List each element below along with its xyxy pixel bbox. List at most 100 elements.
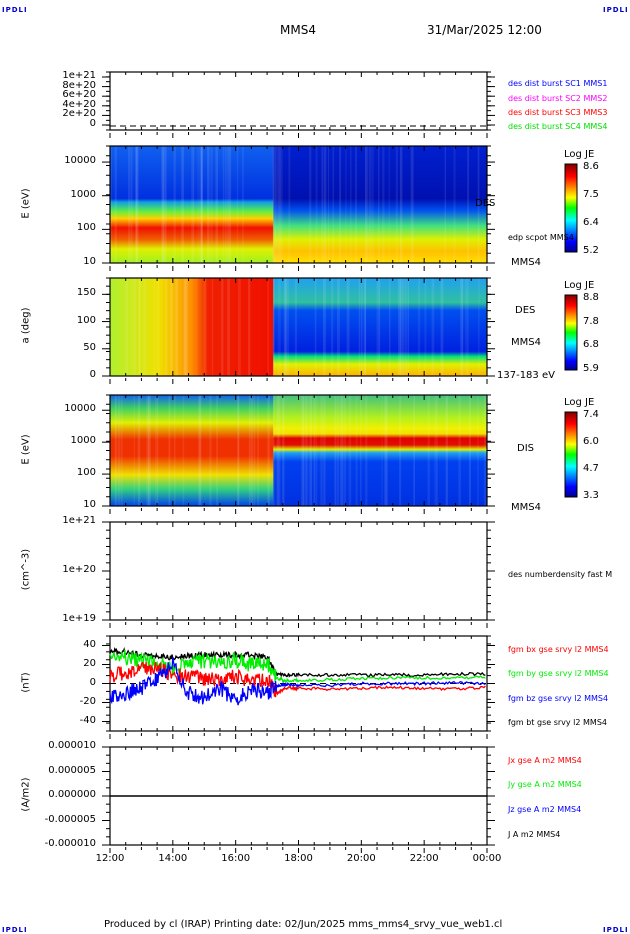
spectrogram-texture <box>316 146 318 263</box>
spectrogram-texture <box>204 278 207 376</box>
spectrogram-texture <box>378 146 379 263</box>
spectrogram-texture <box>156 395 158 506</box>
y-tick-label: 50 <box>26 342 96 353</box>
spectrogram-texture <box>278 278 281 376</box>
spectrogram-texture <box>136 146 138 263</box>
spectrogram-texture <box>227 278 230 376</box>
spectrogram-texture <box>161 146 164 263</box>
spectrogram-texture <box>198 146 199 263</box>
legend-entry: fgm bt gse srvy l2 MMS4 <box>508 718 607 727</box>
spectrogram-texture <box>225 146 227 263</box>
legend-entry: Jx gse A m2 MMS4 <box>508 756 582 765</box>
spectrogram-texture <box>174 146 176 263</box>
spectrogram-texture <box>441 278 444 376</box>
spectrogram-texture <box>215 146 218 263</box>
spectrogram-texture <box>165 278 167 376</box>
y-tick-label: 0.000000 <box>26 789 96 800</box>
spectrogram-texture <box>365 146 367 263</box>
y-axis-label: a (deg) <box>21 286 32 366</box>
legend-entry: fgm by gse srvy l2 MMS4 <box>508 669 609 678</box>
spectrogram-texture <box>143 278 144 376</box>
spectrogram-texture <box>418 278 420 376</box>
spectrogram-texture <box>306 395 308 506</box>
spectrogram-texture <box>340 395 343 506</box>
colorbar-tick-label: 6.8 <box>583 339 599 350</box>
y-tick-label: -0.000010 <box>26 838 96 849</box>
spectrogram-texture <box>145 278 147 376</box>
colorbar-tick-label: 8.8 <box>583 292 599 303</box>
spectrogram-texture <box>281 146 283 263</box>
spectrogram-texture <box>121 395 122 506</box>
spectrogram-texture <box>227 146 229 263</box>
spectrogram-texture <box>209 395 212 506</box>
y-tick-label: 20 <box>26 658 96 669</box>
spectrogram-texture <box>285 278 287 376</box>
spectrogram-texture <box>118 395 121 506</box>
spectrogram-texture <box>400 146 402 263</box>
y-axis-label: E (eV) <box>21 163 32 243</box>
spectrogram-texture <box>467 146 469 263</box>
spectrogram-texture <box>328 146 329 263</box>
spectrogram-texture <box>254 395 255 506</box>
footer-credit: Produced by cl (IRAP) Printing date: 02/… <box>104 919 502 930</box>
spectrogram-texture <box>134 395 135 506</box>
spectrogram-texture <box>309 395 312 506</box>
spectrogram-texture <box>434 395 437 506</box>
y-tick-label: 10000 <box>26 155 96 166</box>
spectrogram-texture <box>385 395 387 506</box>
y-tick-label: 10 <box>26 256 96 267</box>
spacecraft-label: MMS4 <box>511 257 541 268</box>
spectrogram-texture <box>170 278 173 376</box>
colorbar-tick-label: 3.3 <box>583 490 599 501</box>
spectrogram-texture <box>477 395 478 506</box>
spectrogram-texture <box>238 278 239 376</box>
spectrogram-texture <box>376 278 378 376</box>
y-axis-label: (nT) <box>21 642 32 722</box>
colorbar-title: Log JE <box>564 149 594 160</box>
spectrogram-texture <box>372 146 374 263</box>
y-tick-label: -40 <box>26 715 96 726</box>
spectrogram-texture <box>337 278 340 376</box>
spectrogram-texture <box>177 278 178 376</box>
legend-entry: fgm bx gse srvy l2 MMS4 <box>508 645 609 654</box>
spectrogram-texture <box>379 278 381 376</box>
spectrogram-texture <box>355 146 356 263</box>
spectrogram-texture <box>343 395 346 506</box>
legend-entry: J A m2 MMS4 <box>508 830 560 839</box>
spectrogram-texture <box>138 395 140 506</box>
spacecraft-label: MMS4 <box>511 502 541 513</box>
y-tick-label: 1e+19 <box>26 613 96 624</box>
y-tick-label: 1e+21 <box>26 515 96 526</box>
y-tick-label: 100 <box>26 315 96 326</box>
panel-frame-des-dist-burst <box>110 72 487 130</box>
colorbar-tick-label: 6.0 <box>583 436 599 447</box>
spectrogram-texture <box>345 146 346 263</box>
y-tick-label: 0 <box>26 118 96 129</box>
spectrogram-texture <box>389 278 390 376</box>
spectrogram-texture <box>309 146 311 263</box>
spectrogram-texture <box>185 278 188 376</box>
spectrogram-texture <box>191 146 192 263</box>
x-tick-label: 14:00 <box>153 853 193 864</box>
spectrogram-texture <box>349 395 352 506</box>
spectrogram-texture <box>356 395 358 506</box>
spectrogram-texture <box>183 395 185 506</box>
legend-entry: des dist burst SC2 MMS2 <box>508 94 607 103</box>
colorbar-tick-label: 4.7 <box>583 463 599 474</box>
spectrogram-texture <box>396 146 398 263</box>
spectrogram-texture <box>369 146 371 263</box>
spectrogram-texture <box>154 278 155 376</box>
spectrogram-texture <box>402 278 404 376</box>
spectrogram-texture <box>249 278 251 376</box>
spectrogram-texture <box>125 278 128 376</box>
y-axis-label: (A/m2) <box>21 755 32 835</box>
legend-entry: des dist burst SC1 MMS1 <box>508 79 607 88</box>
spectrogram-texture <box>365 395 367 506</box>
spectrogram-texture <box>332 146 334 263</box>
spectrogram-texture <box>169 395 171 506</box>
spectrogram-texture <box>321 146 323 263</box>
spectrogram-texture <box>274 395 275 506</box>
spectrogram-texture <box>210 146 212 263</box>
colorbar-title: Log JE <box>564 397 594 408</box>
spectrogram-texture <box>389 146 390 263</box>
